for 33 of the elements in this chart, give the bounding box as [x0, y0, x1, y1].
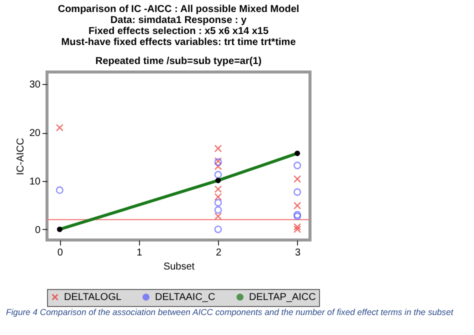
legend-label: DELTAAIC_C [155, 292, 216, 304]
y-tick-label: 10 [29, 176, 41, 188]
y-tick-label: 20 [29, 128, 41, 140]
legend-label: DELTAP_AICC [249, 292, 316, 304]
point [294, 202, 302, 210]
y-tick-label: 0 [34, 224, 41, 236]
point [294, 226, 302, 234]
point [214, 144, 222, 152]
point [214, 170, 222, 178]
x-tick-label: 1 [136, 248, 143, 258]
chart-subtitle: Repeated time /sub=sub type=ar(1) [95, 56, 262, 67]
point [294, 175, 302, 183]
point [214, 198, 222, 206]
point [214, 226, 222, 234]
x-axis-title: Subset [163, 262, 195, 272]
x-tick-label: 3 [295, 248, 302, 258]
point [294, 162, 302, 170]
caption: Figure 4 Comparison of the association between AICC components and the number of fixed effect terms in the subset [6, 307, 454, 317]
point [56, 186, 64, 194]
chart-title: Comparison of IC -AICC : All possible Mixed Model Data: simdata1 Response : y Fixed effects selection : x5 x6 x14 x15 Must-have fixed effects variables: trt time trt*time [58, 4, 300, 48]
y-axis-title: IC-AICC [15, 138, 26, 176]
point [214, 206, 222, 214]
point [56, 124, 64, 132]
point [214, 193, 222, 201]
point [214, 185, 222, 193]
y-tick-label: 30 [29, 80, 41, 91]
point [214, 212, 222, 220]
point [214, 162, 222, 170]
legend-label: DELTALOGL [64, 292, 122, 304]
x-tick-label: 2 [216, 248, 222, 258]
x-tick-label: 0 [57, 248, 64, 258]
point [294, 188, 302, 196]
point [294, 223, 302, 231]
